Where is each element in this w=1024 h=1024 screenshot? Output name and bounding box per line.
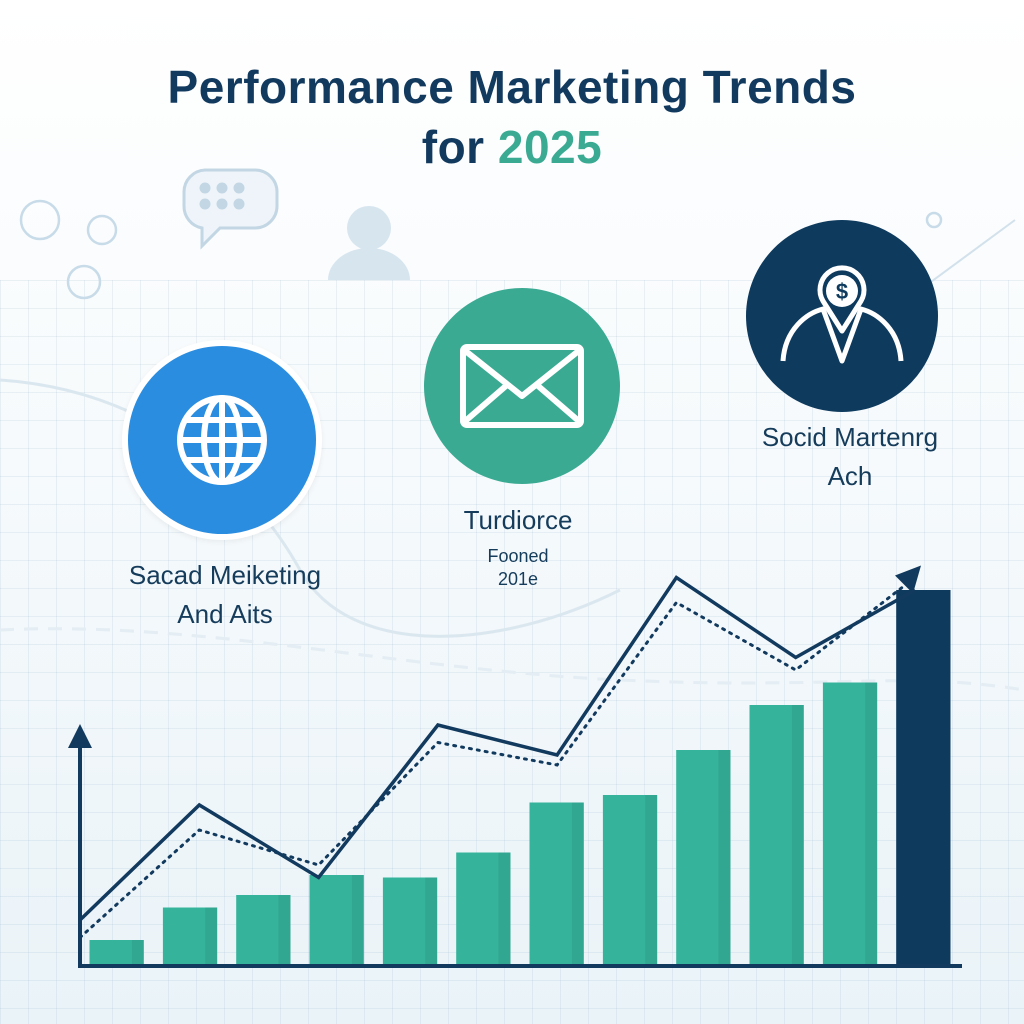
callout-label-money: Socid Martenrg Ach (700, 422, 1000, 492)
callout-envelope-line2: Fooned (487, 546, 549, 566)
chart-bar-4 (309, 875, 364, 965)
subtitle-prefix: for (421, 121, 485, 173)
chart-bar-5 (382, 877, 438, 965)
callout-money-line1: Socid Martenrg (761, 422, 939, 452)
svg-text:$: $ (836, 279, 848, 304)
trend-line-solid (78, 575, 916, 922)
background-diagonal (919, 219, 1016, 291)
chart-bar-9 (676, 750, 731, 965)
chart-bar-2 (162, 907, 218, 965)
background-decorations (0, 168, 1024, 692)
callout-label-globe: Sacad Meiketing And Aits (60, 560, 390, 630)
callout-globe-line1: Sacad Meiketing (128, 560, 322, 590)
chart-bar-shade-2 (205, 907, 218, 965)
chart-bar-shade-1 (131, 940, 144, 965)
chart-bar-shade-4 (351, 875, 364, 965)
chart-bar-3 (236, 895, 291, 965)
chart-bar-10 (749, 705, 804, 965)
person-icon (328, 206, 410, 280)
callout-envelope-line1: Turdiorce (463, 505, 573, 535)
chart-bar-shade-6 (498, 852, 511, 965)
globe-icon (177, 395, 267, 485)
chart-bar-shade-8 (645, 795, 658, 965)
envelope-badge (424, 288, 620, 484)
chart-bar-shade-11 (865, 682, 878, 965)
page-title: Performance Marketing Trends (167, 61, 857, 113)
callout-globe-line2: And Aits (177, 599, 273, 629)
y-axis-arrow (68, 724, 92, 748)
chart-bar-7 (529, 802, 584, 965)
chart-bar-shade-3 (278, 895, 291, 965)
chart-bar-1 (89, 940, 144, 965)
chart-bar-shade-7 (571, 802, 584, 965)
chart-bar-shade-9 (718, 750, 731, 965)
money-location-icon: $ (780, 265, 904, 364)
chart-bar-12 (896, 590, 951, 965)
callout-label-envelope: Turdiorce Fooned 201e (420, 505, 616, 590)
callout-envelope-line3: 201e (497, 569, 539, 589)
page-subtitle: for 2025 (0, 120, 1024, 174)
chart-bar-8 (602, 795, 658, 965)
chart-bar-shade-5 (425, 877, 438, 965)
globe-badge (122, 340, 322, 540)
money-location-badge: $ (746, 220, 938, 412)
trend-arrowhead (895, 565, 921, 594)
chat-bubble-icon (182, 168, 279, 250)
envelope-icon (460, 344, 584, 428)
chart-bar-shade-10 (791, 705, 804, 965)
decorative-bubbles (19, 199, 943, 300)
chart-bar-11 (822, 682, 878, 965)
chart-bar-6 (456, 852, 511, 965)
subtitle-year: 2025 (497, 121, 603, 173)
background-swoosh-2 (0, 627, 1024, 692)
callout-money-line2: Ach (827, 461, 873, 491)
